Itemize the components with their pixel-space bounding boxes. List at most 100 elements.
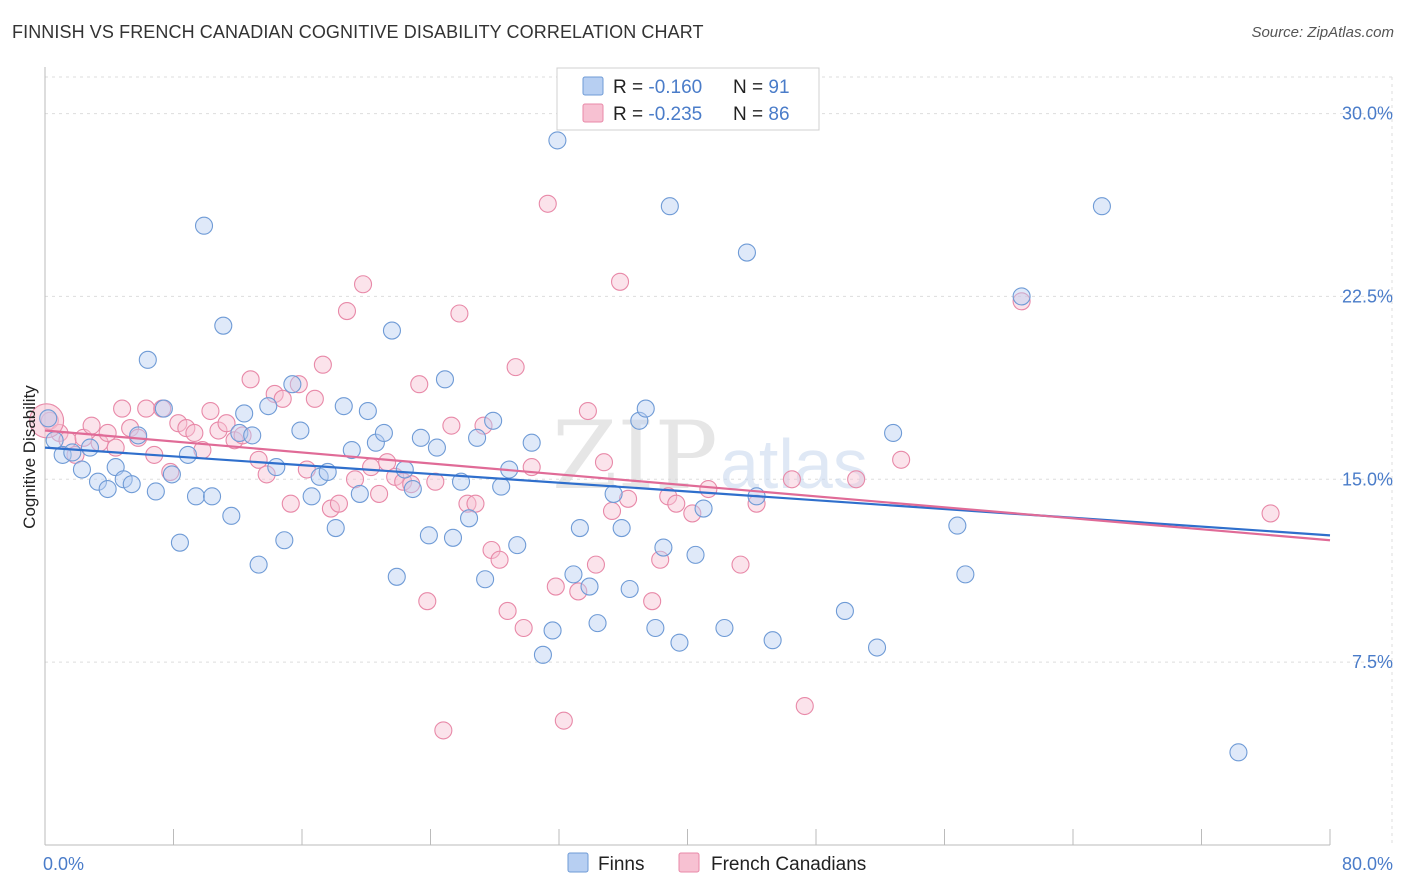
- french-canadians-point: [538, 194, 557, 213]
- french-canadians-point: [329, 494, 348, 513]
- legend-n-value-finns: 91: [768, 77, 789, 98]
- french-canadians-point: [201, 401, 220, 421]
- finns-point: [948, 516, 967, 535]
- finns-point: [660, 197, 679, 216]
- finns-point: [570, 518, 589, 538]
- finns-point: [275, 531, 294, 550]
- french-canadians-point: [610, 272, 630, 291]
- finns-point: [146, 482, 165, 501]
- french-canadians-point: [434, 721, 453, 740]
- finns-point: [302, 487, 321, 506]
- trend-lines: [44, 429, 1331, 542]
- bottom-legend-label-french-canadians: French Canadians: [711, 854, 866, 875]
- french-canadians-point: [1012, 292, 1031, 311]
- finns-point: [1092, 197, 1111, 216]
- finns-point: [484, 411, 503, 430]
- legend-n-label-fc: N =: [733, 104, 768, 125]
- finns-point: [411, 428, 430, 447]
- french-canadians-point: [370, 484, 389, 503]
- french-canadians-point: [578, 401, 597, 421]
- french-canadians-point: [337, 302, 357, 321]
- finns-series: [39, 104, 1248, 762]
- finns-point: [129, 426, 148, 445]
- finns-point: [620, 579, 639, 599]
- french-canadians-point: [892, 450, 911, 469]
- y-tick-label: 15.0%: [1342, 469, 1393, 489]
- finns-point: [358, 401, 377, 421]
- finns-point: [604, 484, 623, 503]
- french-canadians-point: [514, 618, 533, 638]
- french-canadians-point: [586, 555, 605, 574]
- finns-point: [427, 438, 446, 457]
- source-label: Source: ZipAtlas.com: [1251, 24, 1394, 41]
- finns-point: [956, 565, 975, 584]
- french-canadians-point: [257, 465, 276, 484]
- finns-point: [867, 638, 887, 657]
- svg-text:N = 91: N = 91: [733, 77, 790, 98]
- watermark: ZIP atlas: [552, 402, 868, 511]
- finns-point: [612, 518, 631, 538]
- finns-point: [533, 645, 552, 664]
- french-canadians-point: [1261, 504, 1280, 523]
- french-canadians-point: [554, 711, 573, 730]
- french-canadians-trend-line: [44, 429, 1331, 542]
- french-canadians-point: [569, 582, 588, 601]
- finns-point: [203, 487, 222, 506]
- finns-point: [468, 428, 487, 447]
- finns-point: [138, 350, 157, 369]
- french-canadians-point: [643, 592, 662, 611]
- french-canadians-point: [795, 696, 814, 716]
- svg-text:R = -0.235: R = -0.235: [613, 104, 702, 125]
- finns-point: [194, 216, 214, 235]
- finns-point: [580, 577, 599, 596]
- finns-point: [451, 472, 471, 491]
- finns-point: [350, 484, 369, 503]
- legend-r-value-fc: -0.235: [648, 104, 702, 125]
- french-canadians-point: [353, 275, 373, 294]
- finns-point: [884, 423, 903, 443]
- finns-point: [374, 423, 393, 443]
- finns-point: [63, 443, 82, 462]
- finns-point: [492, 477, 511, 496]
- finns-point: [670, 633, 689, 652]
- french-canadians-point: [594, 453, 614, 472]
- french-canadians-point: [450, 304, 469, 323]
- legend-swatch-finns: [582, 76, 604, 96]
- french-canadians-point: [498, 601, 517, 620]
- french-canadians-point: [185, 423, 204, 443]
- french-canadians-point: [847, 470, 866, 489]
- legend-r-label-finns: R =: [613, 77, 648, 98]
- finns-point: [476, 570, 495, 589]
- french-canadians-point: [113, 399, 132, 418]
- french-canadians-point: [699, 479, 718, 499]
- french-canadians-point: [426, 472, 445, 491]
- finns-point: [435, 370, 455, 389]
- grid-lines: [45, 76, 1393, 845]
- finns-point: [291, 421, 310, 440]
- finns-point: [186, 487, 206, 506]
- french-canadians-point: [137, 399, 156, 418]
- finns-point: [763, 631, 782, 650]
- french-canadians-point: [442, 416, 461, 435]
- x-tick-label-end: 80.0%: [1342, 854, 1393, 874]
- finns-point: [162, 465, 181, 484]
- french-canadians-point: [313, 355, 332, 374]
- french-canadians-point: [667, 494, 686, 513]
- finns-point: [326, 518, 345, 538]
- y-axis-label: Cognitive Disability: [20, 385, 39, 529]
- french-canadians-point: [490, 550, 509, 569]
- finns-trend-line: [44, 446, 1331, 537]
- finns-point: [382, 321, 402, 340]
- french-canadians-series: [29, 104, 1280, 740]
- series-legend: Finns French Canadians: [567, 852, 866, 875]
- y-tick-label: 22.5%: [1342, 286, 1393, 306]
- finns-point: [342, 440, 361, 460]
- finns-point: [543, 621, 562, 640]
- legend-r-label-fc: R =: [613, 104, 648, 125]
- finns-point: [646, 618, 665, 638]
- legend-r-value-finns: -0.160: [648, 77, 702, 98]
- finns-point: [154, 399, 173, 418]
- french-canadians-point: [233, 426, 252, 445]
- french-canadians-point: [289, 375, 308, 394]
- finns-point: [715, 618, 734, 638]
